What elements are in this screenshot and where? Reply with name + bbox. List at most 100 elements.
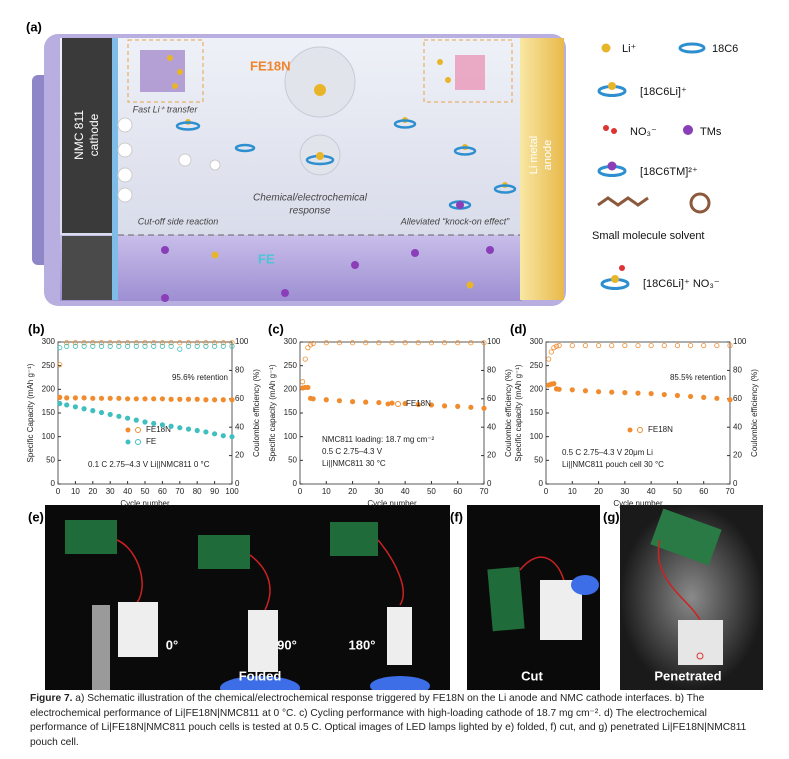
y2-tick-label: 60 [733, 394, 742, 403]
y-tick-label: 0 [539, 479, 544, 488]
data-point [455, 403, 461, 409]
x-tick-label: 60 [158, 487, 167, 496]
data-point [556, 386, 562, 392]
data-point [64, 340, 70, 346]
data-point [168, 340, 174, 346]
y-tick-label: 150 [284, 408, 298, 417]
data-point [90, 408, 96, 414]
data-point [569, 387, 575, 393]
legend-label: FE18N [406, 399, 431, 408]
legend-marker [395, 401, 401, 407]
photo-label: 0° [166, 637, 178, 652]
x-tick-label: 50 [427, 487, 436, 496]
data-point [142, 340, 148, 346]
data-point [81, 340, 87, 346]
x-tick-label: 100 [225, 487, 239, 496]
legend-marker [627, 427, 633, 433]
y2-tick-label: 80 [487, 366, 496, 375]
data-point [107, 343, 113, 349]
y-tick-label: 150 [42, 408, 56, 417]
x-axis-label: Cycle number [120, 499, 170, 508]
y2-tick-label: 40 [487, 422, 496, 431]
data-point [305, 384, 311, 391]
additive-label: FE18N [250, 58, 290, 73]
legend-marker [135, 439, 141, 445]
data-point [203, 429, 209, 435]
x-axis-label: Cycle number [613, 499, 663, 508]
x-tick-label: 30 [620, 487, 629, 496]
data-point [98, 340, 105, 346]
x-tick-label: 60 [699, 487, 708, 496]
data-point [107, 411, 113, 418]
y-tick-label: 50 [534, 455, 543, 464]
data-point [72, 343, 79, 349]
data-point [194, 427, 200, 434]
data-point [194, 340, 200, 346]
y-tick-label: 300 [530, 337, 544, 346]
y2-tick-label: 0 [733, 479, 738, 488]
data-point [159, 396, 165, 402]
caption-label: Figure 7. [30, 693, 73, 704]
y2-tick-label: 60 [235, 394, 244, 403]
legend-marker [385, 401, 391, 407]
x-tick-label: 50 [141, 487, 150, 496]
data-point [349, 399, 356, 405]
data-point [81, 406, 87, 412]
x-tick-label: 0 [544, 487, 549, 496]
legend-label: [18C6Li]⁺ NO₃⁻ [643, 278, 720, 290]
x-tick-label: 0 [56, 487, 61, 496]
data-point [151, 343, 157, 349]
y2-tick-label: 20 [235, 451, 244, 460]
data-point [81, 395, 87, 401]
annotation: Alleviated “knock-on effect” [400, 216, 511, 226]
data-point [389, 400, 395, 406]
y-tick-label: 250 [42, 361, 56, 370]
data-point [376, 340, 382, 346]
data-point [212, 431, 218, 437]
data-point [556, 342, 562, 349]
data-point [212, 340, 218, 346]
data-point [57, 400, 63, 407]
y2-axis-label: Coulombic efficiency (%) [504, 369, 513, 457]
data-point [648, 390, 654, 397]
data-point [185, 343, 192, 349]
y-tick-label: 200 [284, 384, 298, 393]
data-point [64, 395, 70, 401]
y2-tick-label: 100 [235, 337, 249, 346]
legend-label: [18C6TM]²⁺ [640, 166, 698, 178]
data-point [98, 343, 105, 349]
data-point [546, 356, 552, 362]
data-point [229, 343, 235, 349]
panel-label: (f) [450, 509, 463, 524]
panel-label: (a) [26, 19, 42, 34]
legend-marker [125, 439, 131, 445]
x-tick-label: 80 [193, 487, 202, 496]
y2-tick-label: 40 [733, 422, 742, 431]
data-point [229, 340, 235, 346]
annotation: 0.5 C 2.75–4.3 V 20μm Li [562, 448, 653, 457]
data-point [310, 340, 316, 347]
y-tick-label: 150 [530, 408, 544, 417]
data-point [582, 342, 589, 349]
panel-label: (d) [510, 321, 527, 336]
data-point [185, 396, 192, 402]
data-point [125, 396, 131, 402]
x-tick-label: 10 [568, 487, 577, 496]
caption: Figure 7. a) Schematic illustration of t… [30, 692, 765, 750]
photo-label: Penetrated [654, 668, 721, 683]
y2-tick-label: 100 [733, 337, 747, 346]
cathode-label: cathode [87, 113, 101, 156]
annotation: Li||NMC811 pouch cell 30 °C [562, 460, 664, 469]
data-point [481, 405, 487, 411]
y2-tick-label: 60 [487, 394, 496, 403]
data-point [142, 419, 148, 425]
panel-label: (g) [603, 509, 620, 524]
legend-marker [135, 427, 141, 433]
x-tick-label: 0 [298, 487, 303, 496]
data-point [336, 340, 343, 346]
y-tick-label: 300 [42, 337, 56, 346]
data-point [687, 393, 694, 400]
x-tick-label: 20 [88, 487, 97, 496]
data-point [133, 396, 139, 402]
